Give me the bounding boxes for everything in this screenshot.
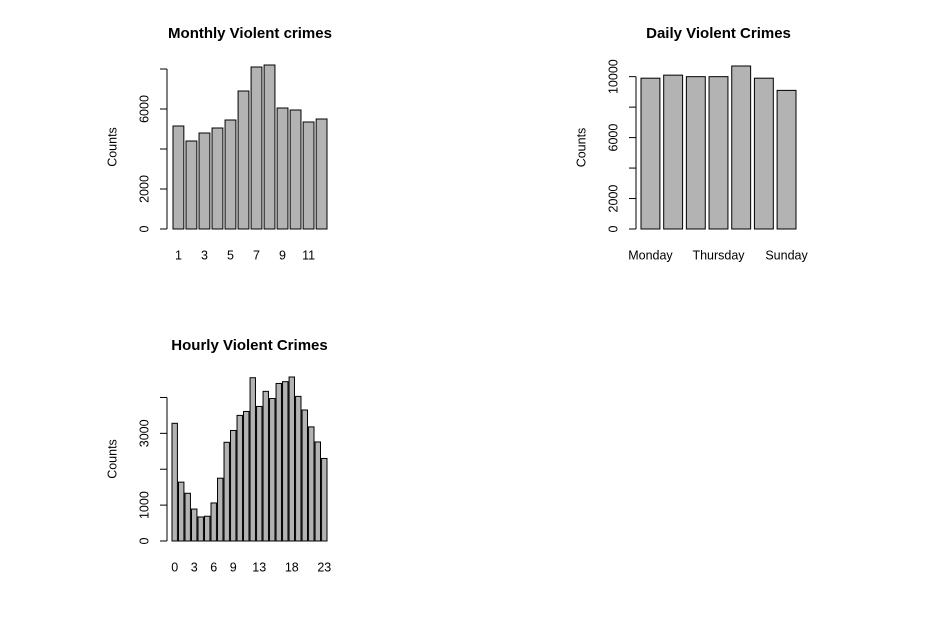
bar [217, 477, 224, 542]
bar [243, 410, 250, 542]
x-tick-label: 9 [230, 560, 237, 574]
bar [223, 441, 230, 542]
y-axis-label: Counts [574, 128, 588, 168]
bar [663, 74, 684, 230]
y-tick-label: 6000 [137, 95, 151, 123]
chart-title: Monthly Violent crimes [168, 25, 332, 42]
bar [185, 140, 198, 230]
y-axis-label: Counts [105, 439, 119, 479]
y-tick-label: 6000 [606, 124, 620, 152]
bar [776, 89, 797, 230]
y-tick-label: 3000 [137, 419, 151, 447]
bar [308, 426, 315, 542]
bar [211, 127, 224, 230]
bar [210, 502, 217, 542]
bar [249, 377, 256, 542]
bar [321, 457, 328, 542]
bar [236, 414, 243, 542]
y-tick-label: 0 [137, 225, 151, 232]
chart-title: Daily Violent Crimes [646, 25, 791, 42]
bar [282, 381, 289, 542]
bar [753, 77, 774, 230]
bar [204, 515, 211, 542]
x-tick-label: Monday [628, 248, 673, 262]
x-tick-label: 1 [175, 248, 182, 262]
bar [256, 405, 263, 542]
x-tick-label: 18 [285, 560, 299, 574]
x-tick-label: 5 [227, 248, 234, 262]
bar [269, 398, 276, 542]
bar [288, 376, 295, 542]
x-tick-label: 3 [201, 248, 208, 262]
bar [191, 508, 198, 542]
x-tick-label: Thursday [692, 248, 745, 262]
y-tick-label: 2000 [606, 185, 620, 213]
bar [178, 481, 185, 542]
bar [263, 64, 276, 230]
bar [184, 492, 191, 542]
bar [295, 395, 302, 542]
y-tick-label: 2000 [137, 175, 151, 203]
bar [301, 409, 308, 542]
bar [685, 76, 706, 230]
bar [198, 132, 211, 230]
bar [250, 66, 263, 230]
x-tick-label: 0 [171, 560, 178, 574]
bar [224, 119, 237, 230]
bar [172, 125, 185, 230]
y-tick-label: 0 [606, 225, 620, 232]
x-tick-label: 6 [210, 560, 217, 574]
bar [276, 107, 289, 230]
bar [315, 118, 328, 230]
y-tick-label: 1000 [137, 491, 151, 519]
bar [230, 429, 237, 542]
x-tick-label: 7 [253, 248, 260, 262]
bar [708, 76, 729, 230]
bar [640, 77, 661, 230]
y-tick-label: 10000 [606, 59, 620, 94]
bar [302, 121, 315, 230]
x-tick-label: Sunday [765, 248, 808, 262]
x-tick-label: 13 [252, 560, 266, 574]
y-tick-label: 0 [137, 537, 151, 544]
bar [171, 422, 178, 542]
bar [237, 90, 250, 230]
bar [262, 390, 269, 542]
bar [289, 109, 302, 230]
bar [197, 516, 204, 542]
x-tick-label: 11 [302, 248, 315, 262]
y-axis-label: Counts [105, 127, 119, 167]
x-tick-label: 9 [279, 248, 286, 262]
chart-title: Hourly Violent Crimes [171, 337, 327, 354]
bar [275, 382, 282, 542]
bar [314, 441, 321, 542]
x-tick-label: 23 [317, 560, 331, 574]
x-tick-label: 3 [191, 560, 198, 574]
bar [731, 65, 752, 230]
